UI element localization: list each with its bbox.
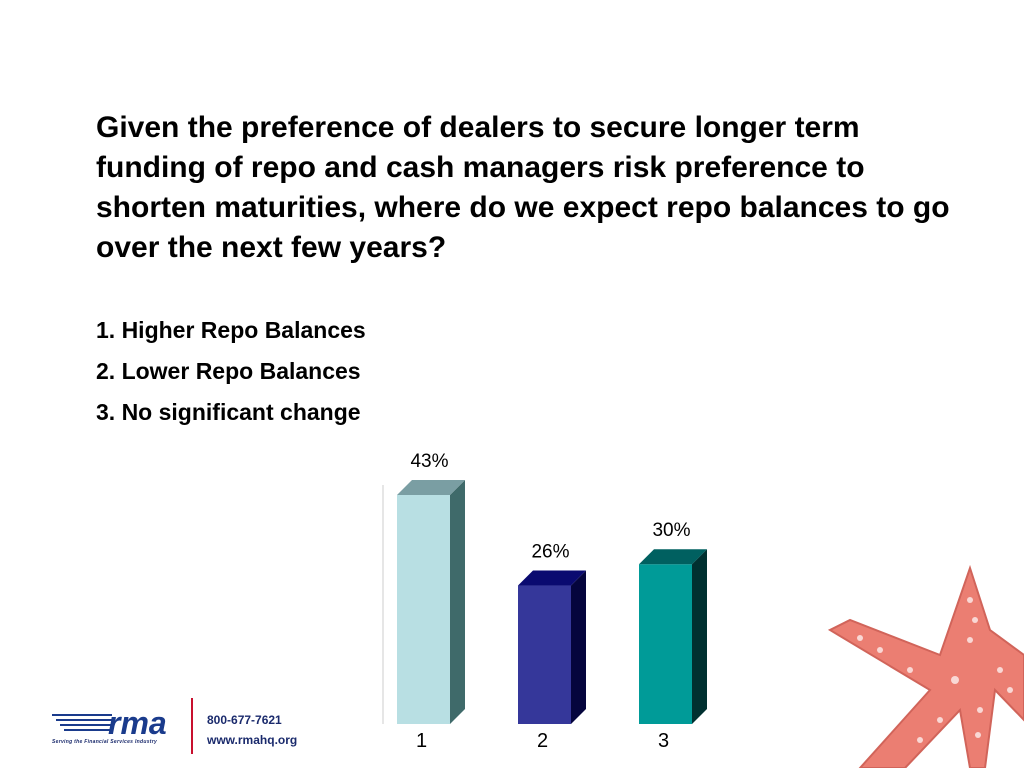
rma-logo-text: rma bbox=[108, 705, 167, 740]
bar-1 bbox=[397, 480, 465, 724]
option-3: 3. No significant change bbox=[96, 399, 361, 425]
option-1: 1. Higher Repo Balances bbox=[96, 317, 366, 343]
bar-front bbox=[639, 564, 692, 724]
category-label: 1 bbox=[416, 730, 427, 752]
phone-number: 800-677-7621 bbox=[207, 713, 282, 727]
bar-side bbox=[692, 549, 707, 724]
bar-front bbox=[518, 585, 571, 724]
rma-logo: rma bbox=[52, 705, 167, 740]
bar-top bbox=[518, 570, 586, 586]
bar-2 bbox=[518, 570, 586, 724]
contact-info: 800-677-7621 www.rmahq.org bbox=[207, 710, 297, 750]
bar-value-label: 30% bbox=[652, 520, 690, 541]
footer-branding: rma Serving the Financial Services Indus… bbox=[50, 696, 310, 756]
category-label: 3 bbox=[658, 730, 669, 752]
bar-3 bbox=[639, 549, 707, 724]
bar-top bbox=[397, 480, 465, 495]
category-label: 2 bbox=[537, 730, 548, 752]
option-2: 2. Lower Repo Balances bbox=[96, 358, 361, 384]
starfish-decoration bbox=[827, 564, 1024, 768]
bar-side bbox=[571, 570, 586, 724]
website-link[interactable]: www.rmahq.org bbox=[207, 733, 298, 747]
footer-divider bbox=[191, 698, 193, 754]
bar-side bbox=[450, 480, 465, 724]
bar-value-label: 43% bbox=[410, 451, 448, 472]
answer-options: 1. Higher Repo Balances 2. Lower Repo Ba… bbox=[96, 312, 366, 435]
bar-top bbox=[639, 549, 707, 565]
bar-value-label: 26% bbox=[531, 542, 569, 563]
logo-tagline: Serving the Financial Services Industry bbox=[52, 739, 158, 745]
starfish-shape bbox=[827, 564, 1024, 768]
bar-front bbox=[397, 495, 450, 724]
question-text: Given the preference of dealers to secur… bbox=[96, 111, 950, 264]
